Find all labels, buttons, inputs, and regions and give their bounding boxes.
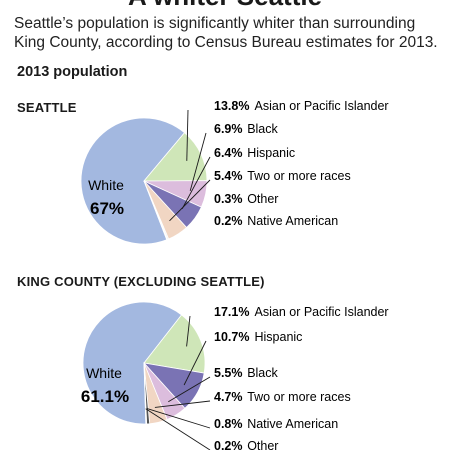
section-title: 2013 population: [17, 64, 128, 80]
leader-line-asian-or-pacific-islander: [186, 315, 191, 347]
leader-line-two-or-more-races: [154, 400, 211, 408]
pie-slice-white: [82, 301, 183, 425]
pie-label-white-name: White: [86, 365, 122, 381]
data-label-black-value: 5.5%: [214, 366, 243, 380]
leader-line-two-or-more-races: [169, 179, 211, 222]
data-label-black-name: Black: [247, 122, 278, 136]
data-label-hispanic-value: 10.7%: [214, 330, 249, 344]
data-label-asian-or-pacific-islander-value: 17.1%: [214, 305, 249, 319]
data-label-asian-or-pacific-islander-value: 13.8%: [214, 99, 249, 113]
pie-label-white-value: 61.1%: [81, 387, 129, 406]
data-label-native-american-value: 0.2%: [214, 214, 243, 228]
pie-slice-asian-or-pacific-islander: [143, 314, 206, 374]
data-label-hispanic-name: Hispanic: [247, 146, 295, 160]
pie-label-white-value: 67%: [90, 199, 124, 218]
data-label-other-name: Other: [247, 439, 278, 450]
pie-slice-asian-or-pacific-islander: [143, 132, 208, 182]
leader-line-asian-or-pacific-islander: [186, 109, 189, 161]
data-label-black-name: Black: [247, 366, 278, 380]
data-label-two-or-more-races-name: Two or more races: [247, 390, 351, 404]
data-label-other-value: 0.3%: [214, 192, 243, 206]
data-label-two-or-more-races-name: Two or more races: [247, 169, 351, 183]
data-label-hispanic-name: Hispanic: [255, 330, 303, 344]
chart-title-king-county: KING COUNTY (EXCLUDING SEATTLE): [17, 274, 265, 289]
pie-0: White 67% 13.8% Asian or Pacific Islander 6.…: [80, 99, 389, 245]
data-label-native-american-name: Native American: [247, 417, 338, 431]
data-label-two-or-more-races-value: 5.4%: [214, 169, 243, 183]
pie-label-white-name: White: [88, 177, 124, 193]
chart-title-seattle: SEATTLE: [17, 100, 77, 115]
leader-line-black: [168, 376, 211, 403]
pie-1: White 61.1% 17.1% Asian or Pacific Islander…: [81, 301, 389, 450]
data-label-black-value: 6.9%: [214, 122, 243, 136]
data-label-other-name: Other: [247, 192, 278, 206]
leader-line-hispanic: [183, 340, 207, 386]
pie-slice-native-american: [143, 180, 169, 241]
leader-line-black: [189, 132, 207, 192]
headline: A whiter Seattle: [0, 0, 450, 8]
data-label-asian-or-pacific-islander-name: Asian or Pacific Islander: [255, 99, 389, 113]
intro-text: Seattle’s population is significantly wh…: [14, 15, 438, 51]
data-label-hispanic-value: 6.4%: [214, 146, 243, 160]
leader-line-other: [145, 408, 211, 450]
data-label-asian-or-pacific-islander-name: Asian or Pacific Islander: [255, 305, 389, 319]
data-label-other-value: 0.2%: [214, 439, 243, 450]
pie-slice-white: [80, 117, 186, 245]
leader-line-native-american: [146, 408, 211, 429]
data-label-native-american-value: 0.8%: [214, 417, 243, 431]
leader-line-hispanic: [181, 156, 211, 210]
data-label-native-american-name: Native American: [247, 214, 338, 228]
data-label-two-or-more-races-value: 4.7%: [214, 390, 243, 404]
